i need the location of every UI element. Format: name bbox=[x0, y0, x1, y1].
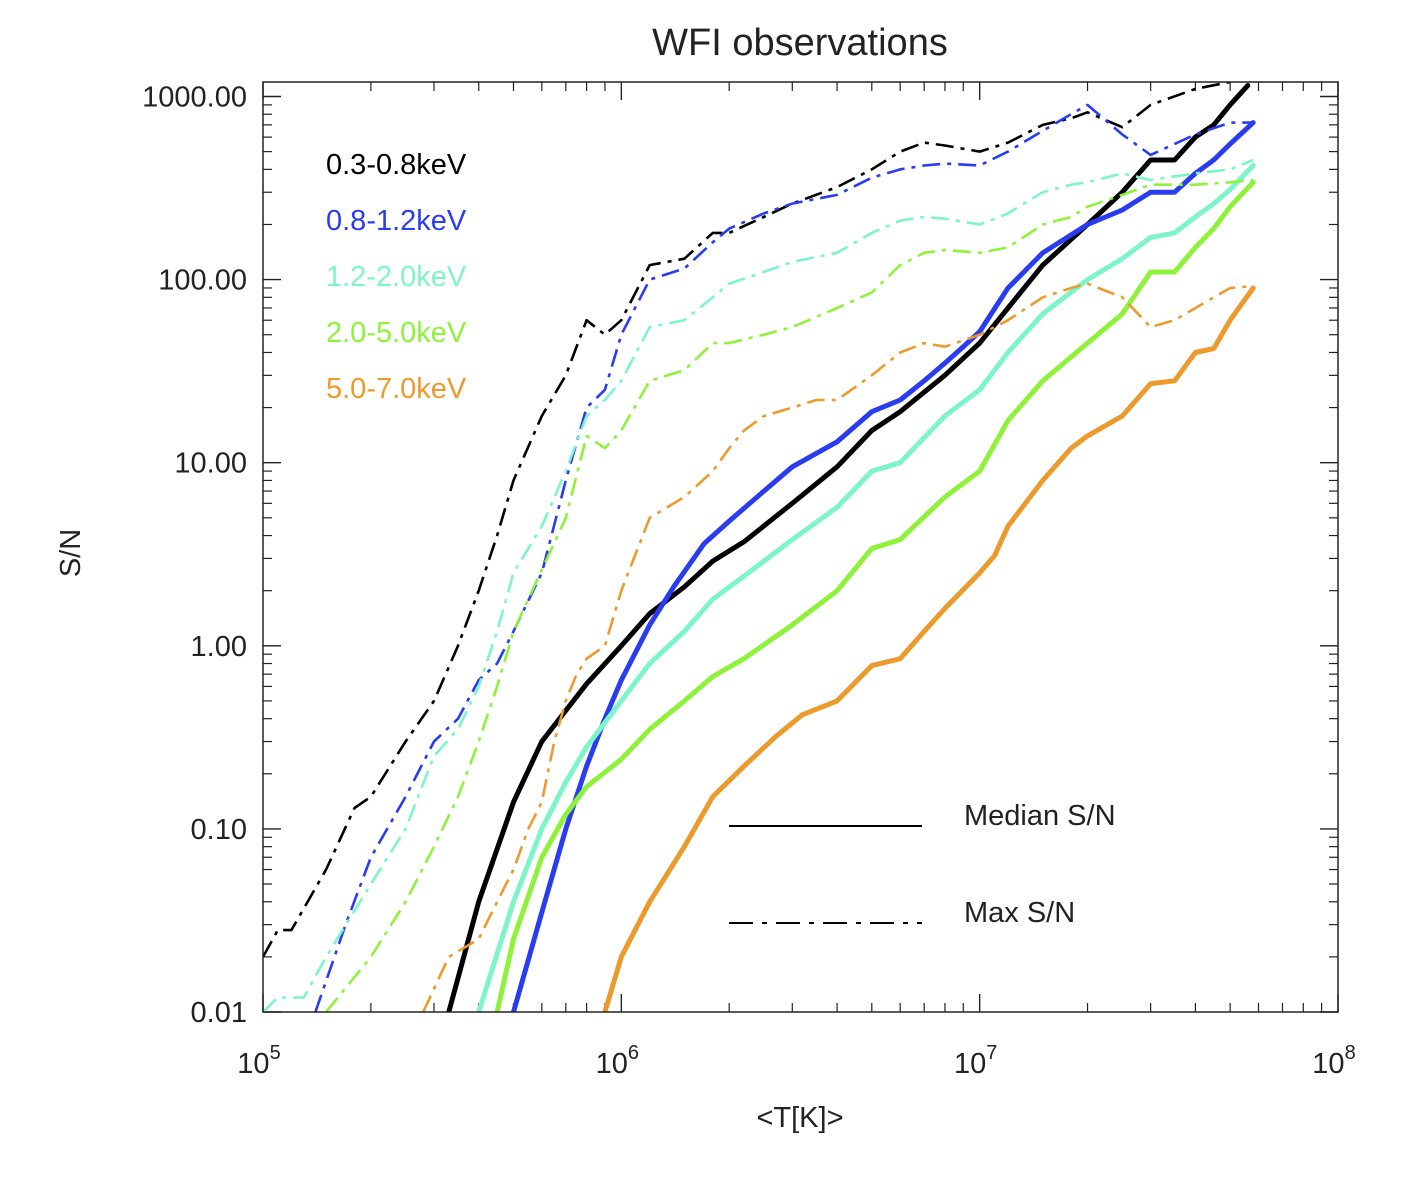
series-line-median-0.8-1.2keV bbox=[511, 120, 1256, 1012]
y-tick-label: 0.10 bbox=[191, 814, 247, 846]
x-tick-label: 105 bbox=[237, 1042, 280, 1080]
series-line-median-5.0-7.0keV bbox=[602, 285, 1256, 1012]
series-line-max-1.2-2.0keV bbox=[263, 158, 1254, 1012]
x-tick-label-base: 10 bbox=[954, 1048, 986, 1080]
series-line-max-5.0-7.0keV bbox=[422, 282, 1254, 1012]
y-axis-label: S/N bbox=[55, 529, 87, 577]
y-tick-label: 1000.00 bbox=[142, 81, 247, 113]
y-tick-label: 10.00 bbox=[174, 448, 247, 480]
series-line-max-2.0-5.0keV bbox=[325, 178, 1254, 1012]
legend-band-label: 0.8-1.2keV bbox=[326, 205, 467, 237]
y-tick-label: 0.01 bbox=[191, 997, 247, 1029]
series-line-median-0.3-0.8keV bbox=[446, 82, 1251, 1012]
series-line-max-0.8-1.2keV bbox=[314, 103, 1254, 1012]
y-tick-label: 1.00 bbox=[191, 631, 247, 663]
legend: 0.3-0.8keV 0.8-1.2keV 1.2-2.0keV 2.0-5.0keV… bbox=[326, 149, 1116, 929]
x-tick-label-base: 10 bbox=[596, 1048, 628, 1080]
x-tick-label: 108 bbox=[1312, 1042, 1355, 1080]
x-tick-label-exponent: 8 bbox=[1345, 1042, 1356, 1064]
x-tick-label-exponent: 5 bbox=[270, 1042, 281, 1064]
axes-ticks: 105 106 107 1080.010.101.0010.00100.001000.… bbox=[142, 81, 1356, 1080]
x-tick-label: 106 bbox=[596, 1042, 639, 1080]
legend-style-label: Max S/N bbox=[964, 897, 1075, 929]
legend-band-label: 5.0-7.0keV bbox=[326, 373, 467, 405]
y-tick-label: 100.00 bbox=[158, 265, 247, 297]
legend-band-label: 1.2-2.0keV bbox=[326, 261, 467, 293]
series-group bbox=[263, 82, 1256, 1012]
x-tick-label: 107 bbox=[954, 1042, 997, 1080]
x-axis-label: <T[K]> bbox=[756, 1102, 843, 1134]
series-line-median-2.0-5.0keV bbox=[494, 179, 1256, 1012]
x-tick-label-base: 10 bbox=[237, 1048, 269, 1080]
chart-title: WFI observations bbox=[652, 22, 948, 64]
legend-band-label: 0.3-0.8keV bbox=[326, 149, 467, 181]
plot-frame bbox=[262, 81, 1339, 1013]
x-tick-label-exponent: 7 bbox=[986, 1042, 997, 1064]
series-line-max-0.3-0.8keV bbox=[263, 82, 1231, 958]
x-tick-label-base: 10 bbox=[1312, 1048, 1344, 1080]
legend-style-label: Median S/N bbox=[964, 800, 1116, 832]
series-line-median-1.2-2.0keV bbox=[476, 163, 1256, 1012]
legend-band-label: 2.0-5.0keV bbox=[326, 317, 467, 349]
x-tick-label-exponent: 6 bbox=[628, 1042, 639, 1064]
